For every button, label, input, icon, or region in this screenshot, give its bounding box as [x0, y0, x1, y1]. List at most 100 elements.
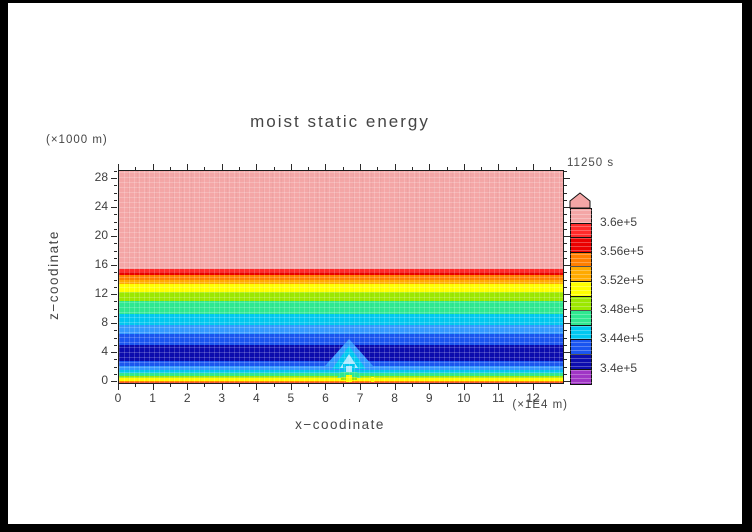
x-tick-label: 4 [252, 391, 260, 405]
colorbar-tick-label: 3.4e+5 [600, 360, 638, 375]
y-major-tick-right [564, 381, 570, 382]
colorbar-segment [571, 354, 591, 370]
y-major-tick-left [111, 265, 117, 266]
y-minor-tick-left [114, 185, 117, 187]
y-minor-tick-left [114, 308, 117, 310]
y-minor-tick-right [564, 301, 567, 303]
y-tick-label: 12 [94, 286, 108, 300]
colorbar-segment [571, 340, 591, 355]
x-minor-tick-bottom [446, 384, 448, 387]
y-minor-tick-left [114, 192, 117, 194]
colorbar-segment [571, 369, 591, 385]
x-tick-label: 2 [183, 391, 191, 405]
y-minor-tick-right [564, 279, 567, 281]
y-major-tick-right [564, 265, 570, 266]
y-major-tick-right [564, 352, 570, 353]
x-major-tick-top [498, 164, 500, 170]
y-axis-unit-label: (×1000 m) [46, 134, 108, 146]
x-minor-tick-top [273, 167, 275, 170]
y-major-tick-left [111, 207, 117, 208]
x-tick-label: 11 [492, 391, 505, 405]
y-minor-tick-left [114, 272, 117, 274]
y-minor-tick-right [564, 199, 567, 201]
contour-band [119, 314, 563, 325]
x-tick-label: 1 [149, 391, 156, 405]
x-major-tick-top [187, 164, 189, 170]
y-major-tick-left [111, 352, 117, 353]
x-minor-tick-bottom [273, 384, 275, 387]
y-major-tick-left [111, 178, 117, 179]
colorbar-segment [571, 281, 591, 297]
x-major-tick-bottom [187, 384, 189, 390]
x-major-tick-top [290, 164, 292, 170]
contour-band [119, 274, 563, 280]
x-minor-tick-top [169, 167, 171, 170]
colorbar-segment [571, 296, 591, 312]
x-minor-tick-bottom [135, 384, 137, 387]
x-major-tick-top [256, 164, 258, 170]
x-tick-label: 8 [391, 391, 398, 405]
y-minor-tick-left [114, 330, 117, 332]
y-major-tick-left [111, 323, 117, 324]
frame-border-top [0, 0, 752, 3]
x-minor-tick-bottom [169, 384, 171, 387]
y-axis-title: z−coodinate [46, 230, 61, 320]
frame-border-left [0, 0, 8, 532]
y-minor-tick-right [564, 192, 567, 194]
x-major-tick-top [429, 164, 431, 170]
x-major-tick-top [221, 164, 223, 170]
x-major-tick-bottom [463, 384, 465, 390]
colorbar-segment [571, 238, 591, 253]
y-minor-tick-left [114, 170, 117, 172]
contour-band [119, 370, 563, 374]
y-tick-label: 28 [94, 170, 108, 184]
x-major-tick-bottom [498, 384, 500, 390]
x-major-tick-top [360, 164, 362, 170]
y-minor-tick-right [564, 221, 567, 223]
x-minor-tick-bottom [308, 384, 310, 387]
y-minor-tick-right [564, 170, 567, 172]
y-major-tick-left [111, 381, 117, 382]
x-minor-tick-top [342, 167, 344, 170]
y-minor-tick-left [114, 243, 117, 245]
y-minor-tick-right [564, 315, 567, 317]
y-minor-tick-right [564, 214, 567, 216]
contour-band [119, 324, 563, 335]
contour-band [119, 279, 563, 285]
x-minor-tick-bottom [411, 384, 413, 387]
y-minor-tick-left [114, 279, 117, 281]
y-major-tick-right [564, 178, 570, 179]
y-minor-tick-left [114, 373, 117, 375]
y-minor-tick-right [564, 373, 567, 375]
y-major-tick-left [111, 236, 117, 237]
contour-fill-bands [119, 171, 563, 383]
y-tick-label: 4 [101, 344, 108, 358]
x-major-tick-bottom [152, 384, 154, 390]
y-tick-label: 24 [94, 199, 108, 213]
x-tick-label: 7 [356, 391, 364, 405]
y-minor-tick-left [114, 366, 117, 368]
x-tick-label: 0 [114, 391, 122, 405]
y-minor-tick-right [564, 366, 567, 368]
y-minor-tick-right [564, 257, 567, 259]
x-axis-unit-label: (×1E4 m) [512, 399, 568, 411]
colorbar-segment [571, 252, 591, 268]
colorbar-segment [571, 311, 591, 326]
y-minor-tick-left [114, 344, 117, 346]
contour-band [119, 291, 563, 302]
x-tick-label: 3 [218, 391, 226, 405]
x-major-tick-top [532, 164, 534, 170]
x-major-tick-bottom [118, 384, 119, 390]
colorbar-segment [571, 325, 591, 341]
x-major-tick-top [152, 164, 154, 170]
y-minor-tick-left [114, 250, 117, 252]
x-tick-label: 10 [457, 391, 471, 405]
y-minor-tick-left [114, 337, 117, 339]
colorbar-tick-label: 3.56e+5 [600, 243, 644, 258]
x-minor-tick-bottom [342, 384, 344, 387]
y-tick-label: 20 [94, 228, 108, 242]
y-minor-tick-left [114, 286, 117, 288]
colorbar-segments [570, 208, 592, 386]
y-minor-tick-right [564, 330, 567, 332]
x-major-tick-top [325, 164, 327, 170]
